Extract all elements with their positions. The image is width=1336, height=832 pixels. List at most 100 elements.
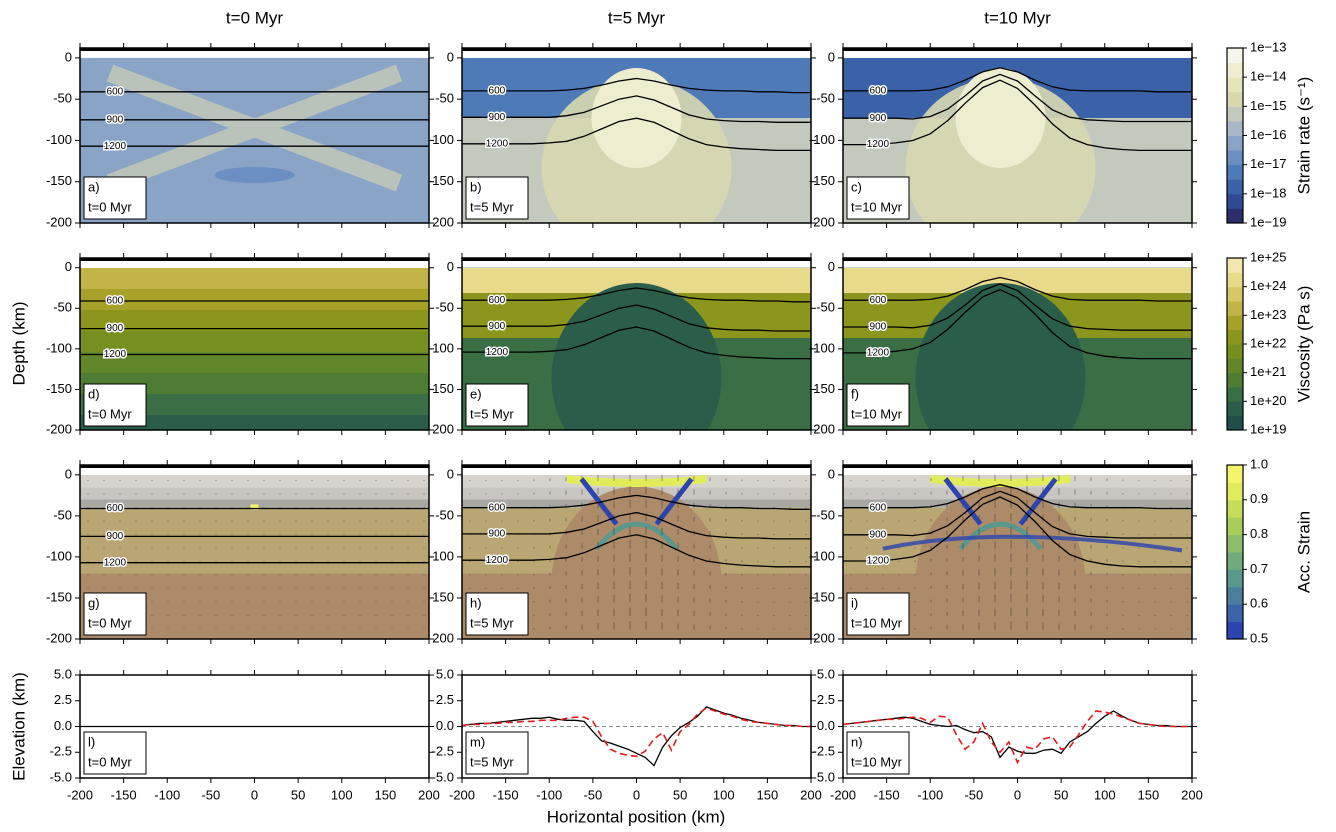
y-tick-label: -200: [809, 421, 835, 436]
panel-label: i): [851, 595, 858, 610]
sticky-air: [843, 465, 1192, 475]
colorbar-label: Viscosity (Pa s): [1294, 286, 1313, 403]
y-tick-label: 5.0: [817, 666, 835, 681]
x-tick-label: 50: [291, 787, 305, 802]
y-tick-label: -200: [46, 421, 72, 436]
y-tick-label: 0.0: [436, 718, 454, 733]
colorbar-segment: [1227, 517, 1243, 536]
panel-time: t=5 Myr: [470, 754, 514, 769]
y-tick-label: 0: [828, 49, 835, 64]
panel-time: t=5 Myr: [470, 199, 514, 214]
isotherm-label: 1200: [486, 138, 509, 149]
panel-label: m): [470, 734, 485, 749]
y-tick-label: 0.0: [817, 718, 835, 733]
isotherm-label: 600: [107, 86, 124, 97]
isotherm-label: 900: [107, 531, 124, 542]
isotherm: [462, 287, 811, 303]
colorbar-segment: [1227, 258, 1243, 273]
x-tick-label: -100: [154, 787, 180, 802]
colorbar-segment: [1227, 315, 1243, 331]
x-tick-label: -200: [67, 787, 93, 802]
panel: 600 900 1200: [843, 258, 1192, 430]
isotherm: [462, 494, 811, 510]
plume: [551, 283, 722, 430]
x-tick-label: 200: [800, 787, 822, 802]
panel-time: t=5 Myr: [470, 615, 514, 630]
field-band: [80, 268, 429, 290]
x-tick-label: 100: [331, 787, 353, 802]
isotherm: [462, 95, 811, 123]
elevation-line: [843, 710, 1192, 765]
x-tick-label: -50: [583, 787, 602, 802]
panel-label-box: [83, 176, 147, 220]
colorbar-tick-label: 1.0: [1250, 456, 1268, 471]
x-tick-label: 150: [375, 787, 397, 802]
isotherm: [843, 79, 1192, 152]
y-tick-label: -150: [46, 173, 72, 188]
y-tick-label: 0: [828, 466, 835, 481]
y-tick-label: -50: [53, 507, 72, 522]
y-axis-title: Elevation (km): [9, 672, 28, 781]
field-band: [80, 394, 429, 416]
isotherm: [843, 73, 1192, 123]
x-tick-label: 200: [418, 787, 440, 802]
x-tick-label: 200: [1181, 787, 1203, 802]
sticky-air: [80, 465, 429, 475]
colorbar-label: Acc. Strain: [1294, 511, 1313, 593]
isotherm-label: 900: [870, 113, 887, 124]
panel-label-box: [83, 731, 147, 775]
panel-label-box: [846, 731, 910, 775]
y-tick-label: -2.5: [813, 744, 835, 759]
colorbar-segment: [1227, 387, 1243, 402]
field-band: [80, 352, 429, 374]
isotherm-label: 1200: [867, 139, 890, 150]
isotherm-label: 1200: [486, 347, 509, 358]
colorbar-tick-label: 1e−18: [1250, 185, 1287, 200]
field-band: [80, 415, 429, 430]
plume: [915, 283, 1086, 430]
panel-label-box: [465, 731, 529, 775]
isotherm-label: 600: [107, 296, 124, 307]
panel-label: h): [470, 595, 482, 610]
isotherm-label: 900: [107, 323, 124, 334]
field-band: [80, 331, 429, 353]
isotherm-label: 600: [870, 86, 887, 97]
colorbar-segment: [1227, 48, 1243, 64]
y-tick-label: -150: [428, 381, 454, 396]
column-title: t=10 Myr: [984, 8, 1051, 27]
isotherm-label: 1200: [104, 557, 127, 568]
panel-label: f): [851, 386, 859, 401]
colorbar-segment: [1227, 150, 1243, 166]
y-tick-label: -200: [809, 214, 835, 229]
colorbar-segment: [1227, 604, 1243, 623]
isotherm: [843, 276, 1192, 302]
x-axis-title: Horizontal position (km): [547, 807, 726, 826]
y-tick-label: -5.0: [432, 769, 454, 784]
colorbar-segment: [1227, 401, 1243, 417]
isotherm-label: 1200: [486, 555, 509, 566]
panel-time: t=10 Myr: [851, 199, 903, 214]
x-tick-label: 100: [1094, 787, 1116, 802]
x-tick-label: 0: [1014, 787, 1021, 802]
y-tick-label: -50: [53, 91, 72, 106]
y-tick-label: 0: [447, 49, 454, 64]
sticky-air: [462, 258, 811, 268]
x-tick-label: 50: [1054, 787, 1068, 802]
sticky-air: [462, 465, 811, 475]
colorbar-segment: [1227, 106, 1243, 122]
sticky-air: [80, 48, 429, 58]
x-tick-label: -200: [449, 787, 475, 802]
strain-marker: [250, 504, 259, 510]
isotherm-label: 600: [870, 502, 887, 513]
panel: 600 900 1200: [843, 465, 1192, 639]
elevation-line: [843, 710, 1192, 759]
field: [843, 48, 1192, 223]
x-tick-label: 50: [673, 787, 687, 802]
panel-label-box: [846, 383, 910, 427]
y-tick-label: 0: [65, 49, 72, 64]
y-tick-label: 5.0: [436, 666, 454, 681]
colorbar-frame: [1226, 464, 1244, 640]
colorbar-segment: [1227, 120, 1243, 136]
panel-time: t=0 Myr: [88, 615, 132, 630]
y-tick-label: 0: [447, 466, 454, 481]
